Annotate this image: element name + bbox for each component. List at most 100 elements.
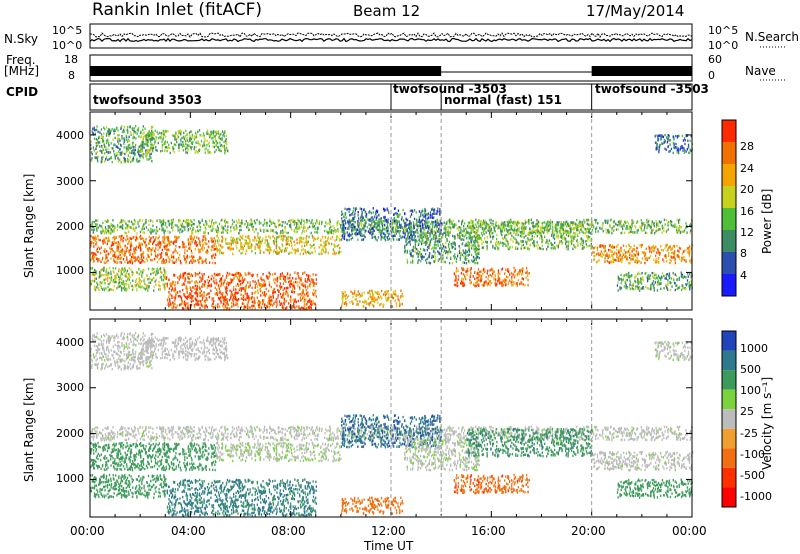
power-cell xyxy=(478,219,480,222)
power-cell xyxy=(524,227,526,231)
power-cell xyxy=(337,220,339,223)
power-cell xyxy=(328,219,331,222)
power-cell xyxy=(128,278,131,282)
power-cell xyxy=(153,285,155,289)
power-cell xyxy=(155,270,158,273)
power-cell xyxy=(296,241,298,245)
power-cell xyxy=(269,218,271,221)
power-cell xyxy=(427,227,429,230)
power-cell xyxy=(410,237,412,240)
noise-sky-trace xyxy=(89,37,693,43)
power-cell xyxy=(255,228,257,231)
power-cell xyxy=(158,136,160,140)
power-cell xyxy=(251,274,253,277)
power-cell xyxy=(361,228,363,231)
power-cell xyxy=(404,226,406,230)
power-cell xyxy=(372,293,374,297)
power-cell xyxy=(674,225,676,229)
power-cell xyxy=(210,284,213,288)
power-cell xyxy=(199,294,201,298)
power-cell xyxy=(135,284,138,287)
power-cell xyxy=(270,301,272,304)
power-cell xyxy=(231,224,233,227)
power-cell xyxy=(115,255,118,258)
power-cell xyxy=(436,220,438,223)
power-cell xyxy=(383,227,385,231)
power-cell xyxy=(152,236,154,239)
power-cell xyxy=(91,240,93,244)
power-cell xyxy=(301,245,303,248)
power-cell xyxy=(174,274,176,277)
power-cell xyxy=(164,261,166,265)
power-cell xyxy=(143,223,145,226)
power-cell xyxy=(196,299,198,303)
power-cell xyxy=(663,218,666,222)
power-cell xyxy=(133,130,135,133)
power-cell xyxy=(97,144,99,147)
power-cell xyxy=(315,289,317,293)
power-cell xyxy=(412,221,414,224)
power-cell xyxy=(215,304,217,307)
power-cell xyxy=(222,252,224,255)
power-cell xyxy=(165,247,167,250)
power-cell xyxy=(142,137,144,141)
power-cell xyxy=(374,223,376,226)
power-cell xyxy=(143,231,146,234)
power-cell xyxy=(278,251,280,254)
power-cell xyxy=(235,302,237,305)
power-cell xyxy=(95,272,97,275)
power-cell xyxy=(118,138,120,141)
power-cell xyxy=(267,305,269,309)
power-cell xyxy=(222,145,225,148)
power-cell xyxy=(212,145,214,148)
power-cell xyxy=(152,137,154,140)
power-cell xyxy=(247,281,249,284)
power-cell xyxy=(276,280,279,283)
power-cell xyxy=(367,218,369,221)
power-cell xyxy=(175,245,177,248)
power-cell xyxy=(215,133,218,136)
power-cell xyxy=(237,291,239,294)
power-cell xyxy=(253,219,256,222)
power-cell xyxy=(97,226,99,229)
power-cell xyxy=(602,230,604,233)
power-cell xyxy=(199,306,201,310)
power-cell xyxy=(397,226,399,230)
power-cell xyxy=(300,278,302,281)
power-cell xyxy=(361,294,363,297)
power-cell xyxy=(324,225,326,228)
power-cell xyxy=(119,221,121,225)
power-cell xyxy=(360,231,362,234)
power-cell xyxy=(187,240,189,243)
power-cell xyxy=(558,221,560,224)
power-cell xyxy=(193,235,196,238)
power-cell xyxy=(197,141,199,145)
power-cell xyxy=(288,224,291,227)
power-cell xyxy=(188,277,191,281)
power-cell xyxy=(458,226,460,229)
power-cell xyxy=(244,286,246,289)
power-cell xyxy=(502,227,504,230)
power-cell xyxy=(174,302,176,306)
power-cell xyxy=(424,223,426,226)
power-cell xyxy=(91,272,93,275)
power-cell xyxy=(224,225,226,228)
power-cell xyxy=(486,223,488,226)
power-cell xyxy=(307,240,309,244)
power-cell xyxy=(294,280,297,284)
power-cell xyxy=(306,307,308,310)
power-cell xyxy=(343,226,345,229)
power-cell xyxy=(199,134,201,137)
power-cell xyxy=(113,150,115,153)
power-cell xyxy=(299,296,302,299)
power-cell xyxy=(114,129,116,132)
power-cell xyxy=(409,220,411,223)
power-cell xyxy=(161,226,163,229)
power-cell xyxy=(116,137,118,141)
power-cell xyxy=(259,227,261,231)
power-cell xyxy=(342,219,344,223)
power-cell xyxy=(647,220,649,224)
power-cell xyxy=(204,226,206,230)
power-cell xyxy=(186,144,188,147)
power-cell xyxy=(127,220,129,223)
